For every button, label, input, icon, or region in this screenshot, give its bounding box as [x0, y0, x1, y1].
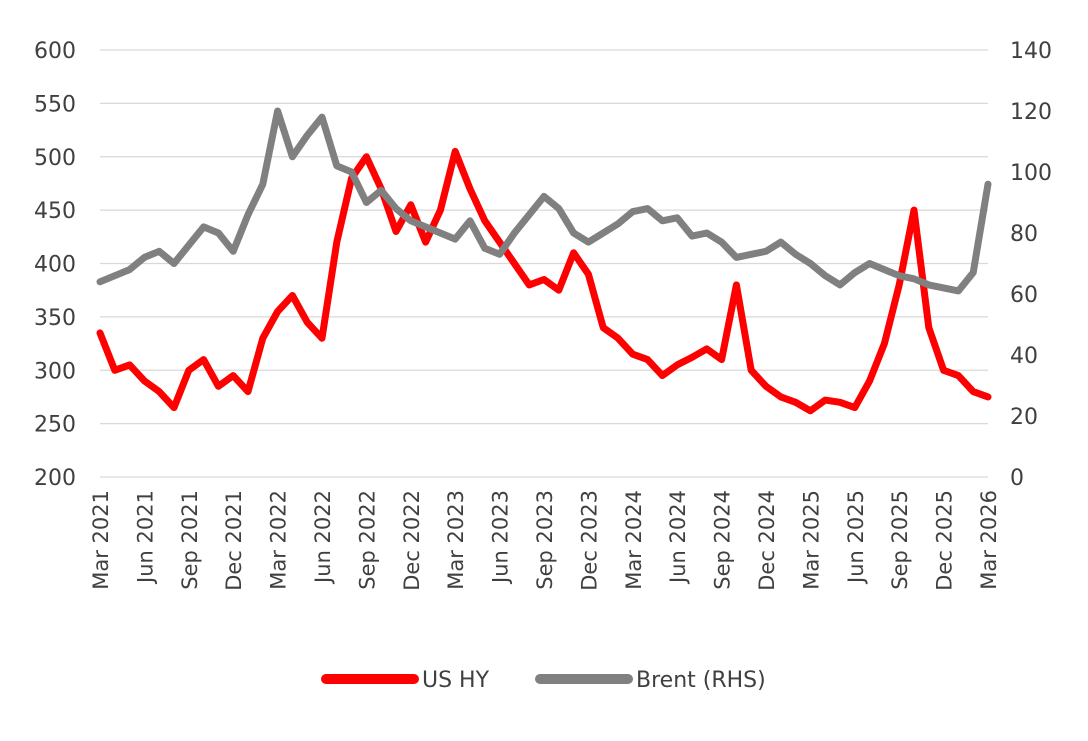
- x-tick-label: Jun 2024: [666, 490, 690, 585]
- y-left-tick-label: 600: [34, 39, 76, 64]
- y-right-tick-label: 40: [1010, 344, 1038, 369]
- x-tick-label: Mar 2024: [622, 490, 646, 590]
- x-tick-label: Jun 2022: [311, 490, 335, 585]
- y-right-tick-label: 100: [1010, 161, 1052, 186]
- y-left-tick-label: 200: [34, 466, 76, 491]
- y-left-tick-label: 500: [34, 146, 76, 171]
- gridlines: [100, 49, 988, 478]
- y-left-tick-label: 350: [34, 306, 76, 331]
- x-tick-label: Dec 2023: [577, 490, 601, 591]
- x-tick-label: Mar 2022: [267, 490, 291, 590]
- y-right-tick-label: 0: [1010, 466, 1024, 491]
- x-tick-label: Sep 2025: [888, 490, 912, 590]
- y-right-tick-label: 140: [1010, 39, 1052, 64]
- x-tick-label: Jun 2023: [489, 490, 513, 585]
- x-tick-label: Dec 2021: [222, 490, 246, 591]
- y-right-tick-label: 20: [1010, 405, 1038, 430]
- y-right-tick-label: 80: [1010, 222, 1038, 247]
- x-tick-label: Sep 2022: [355, 490, 379, 590]
- y-left-tick-label: 550: [34, 92, 76, 117]
- y-right-tick-label: 60: [1010, 283, 1038, 308]
- x-tick-label: Sep 2023: [533, 490, 557, 590]
- y-axis-left: 200 250 300 350 400 450 500 550 600: [34, 39, 76, 491]
- series-line-brent: [96, 107, 992, 295]
- y-left-tick-label: 450: [34, 199, 76, 224]
- legend-label-brent: Brent (RHS): [636, 668, 766, 693]
- x-tick-label: Mar 2023: [444, 490, 468, 590]
- y-left-tick-label: 250: [34, 413, 76, 438]
- x-tick-label: Dec 2025: [933, 490, 957, 591]
- x-tick-label: Dec 2024: [755, 490, 779, 591]
- y-right-tick-label: 120: [1010, 100, 1052, 125]
- series-line-us-hy: [96, 147, 992, 415]
- legend-label-us-hy: US HY: [422, 668, 490, 693]
- y-left-tick-label: 300: [34, 359, 76, 384]
- x-tick-label: Jun 2025: [844, 490, 868, 585]
- x-tick-label: Mar 2021: [89, 490, 113, 590]
- legend: US HY Brent (RHS): [321, 668, 766, 693]
- x-tick-label: Dec 2022: [400, 490, 424, 591]
- x-axis: Mar 2021 Jun 2021 Sep 2021 Dec 2021 Mar 2022…: [89, 490, 1001, 591]
- y-axis-right: 0 20 40 60 80 100 120 140: [1010, 39, 1052, 491]
- y-left-tick-label: 400: [34, 253, 76, 278]
- series-lines: [96, 107, 992, 415]
- x-tick-label: Jun 2021: [133, 490, 157, 585]
- x-tick-label: Sep 2021: [178, 490, 202, 590]
- x-tick-label: Mar 2026: [977, 490, 1001, 590]
- x-tick-label: Mar 2025: [799, 490, 823, 590]
- x-tick-label: Sep 2024: [711, 490, 735, 590]
